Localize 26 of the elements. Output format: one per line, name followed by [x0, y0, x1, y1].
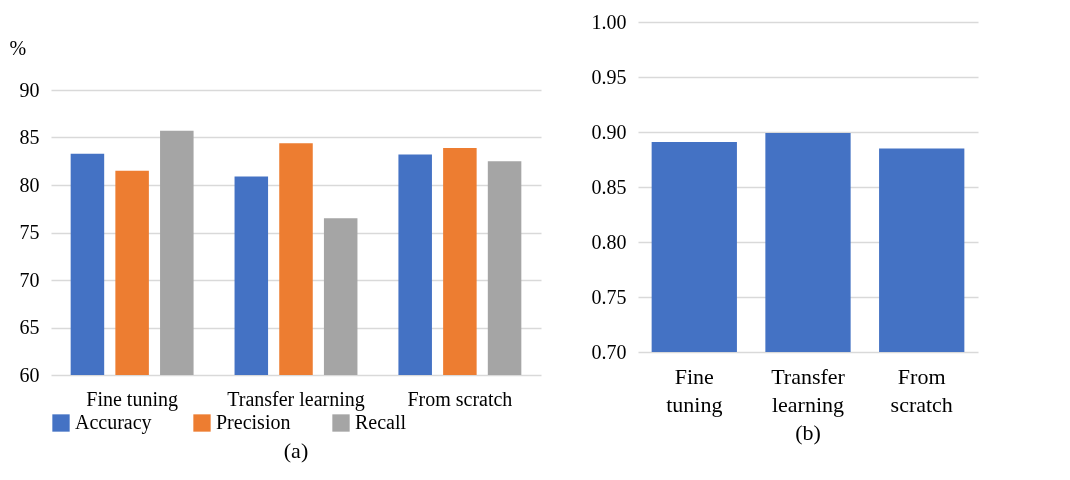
y-tick-label: 80	[19, 173, 40, 196]
x-tick-label: From scratch	[890, 363, 953, 417]
y-tick-label: 60	[19, 363, 40, 386]
y-tick-label: 0.90	[591, 120, 627, 143]
y-tick-label: 0.70	[591, 340, 627, 363]
legend-label: Recall	[355, 411, 407, 433]
text: (a)	[283, 438, 309, 463]
y-tick-label: 0.95	[591, 65, 627, 88]
y-tick-label: 0.80	[591, 230, 627, 253]
y-tick-label: 85	[19, 126, 40, 148]
x-tick-label: Transfer learning	[771, 363, 846, 417]
y-tick-label: 90	[19, 78, 40, 101]
legend-label: Precision	[216, 411, 291, 433]
x-tick-label: Fine tuning	[86, 387, 178, 411]
text: (b)	[795, 420, 821, 445]
y-tick-label: 0.85	[591, 175, 627, 198]
x-tick-label: From scratch	[407, 387, 513, 410]
x-tick-label: Transfer learning	[227, 387, 365, 411]
x-tick-label: Fine tuning	[666, 363, 723, 417]
y-tick-label: 75	[19, 221, 40, 243]
y-tick-label: 0.75	[591, 285, 627, 308]
y-tick-label: 65	[19, 316, 40, 338]
legend-label: Accuracy	[75, 411, 152, 434]
y-tick-label: 1.00	[591, 10, 627, 33]
y-axis-title: %	[9, 36, 27, 59]
y-tick-label: 70	[19, 268, 40, 291]
